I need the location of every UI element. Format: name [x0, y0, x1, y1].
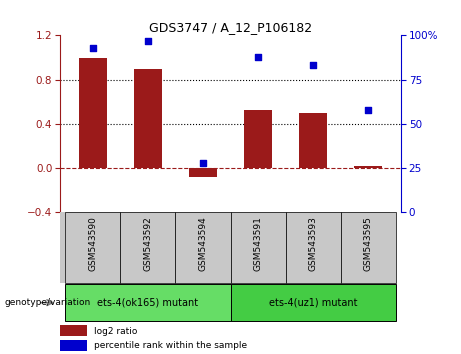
- Bar: [60, 325, 87, 336]
- Bar: [230, 212, 285, 283]
- Text: percentile rank within the sample: percentile rank within the sample: [94, 341, 247, 350]
- Text: ets-4(ok165) mutant: ets-4(ok165) mutant: [97, 298, 199, 308]
- Text: log2 ratio: log2 ratio: [94, 326, 137, 336]
- Text: GSM543594: GSM543594: [199, 216, 207, 271]
- Bar: [65, 212, 120, 283]
- Text: ets-4(uz1) mutant: ets-4(uz1) mutant: [269, 298, 357, 308]
- Bar: [299, 113, 327, 168]
- Text: GSM543592: GSM543592: [143, 216, 153, 271]
- Point: [89, 45, 97, 51]
- Point: [199, 160, 207, 166]
- Bar: [65, 284, 230, 321]
- Text: GSM543595: GSM543595: [364, 216, 372, 271]
- Text: GSM543590: GSM543590: [89, 216, 97, 271]
- Point: [144, 38, 152, 44]
- Point: [309, 63, 317, 68]
- Bar: [244, 109, 272, 168]
- Bar: [341, 212, 396, 283]
- Bar: [134, 69, 162, 168]
- Point: [254, 54, 262, 59]
- Text: GSM543593: GSM543593: [308, 216, 318, 271]
- Bar: [120, 212, 176, 283]
- Text: GSM543591: GSM543591: [254, 216, 262, 271]
- Bar: [60, 340, 87, 351]
- Text: genotype/variation: genotype/variation: [5, 298, 91, 307]
- Title: GDS3747 / A_12_P106182: GDS3747 / A_12_P106182: [149, 21, 312, 34]
- Bar: [285, 212, 341, 283]
- Bar: [230, 284, 396, 321]
- Bar: [355, 166, 382, 168]
- Point: [364, 107, 372, 113]
- Bar: [176, 212, 230, 283]
- Bar: [189, 168, 217, 177]
- Bar: [79, 57, 106, 168]
